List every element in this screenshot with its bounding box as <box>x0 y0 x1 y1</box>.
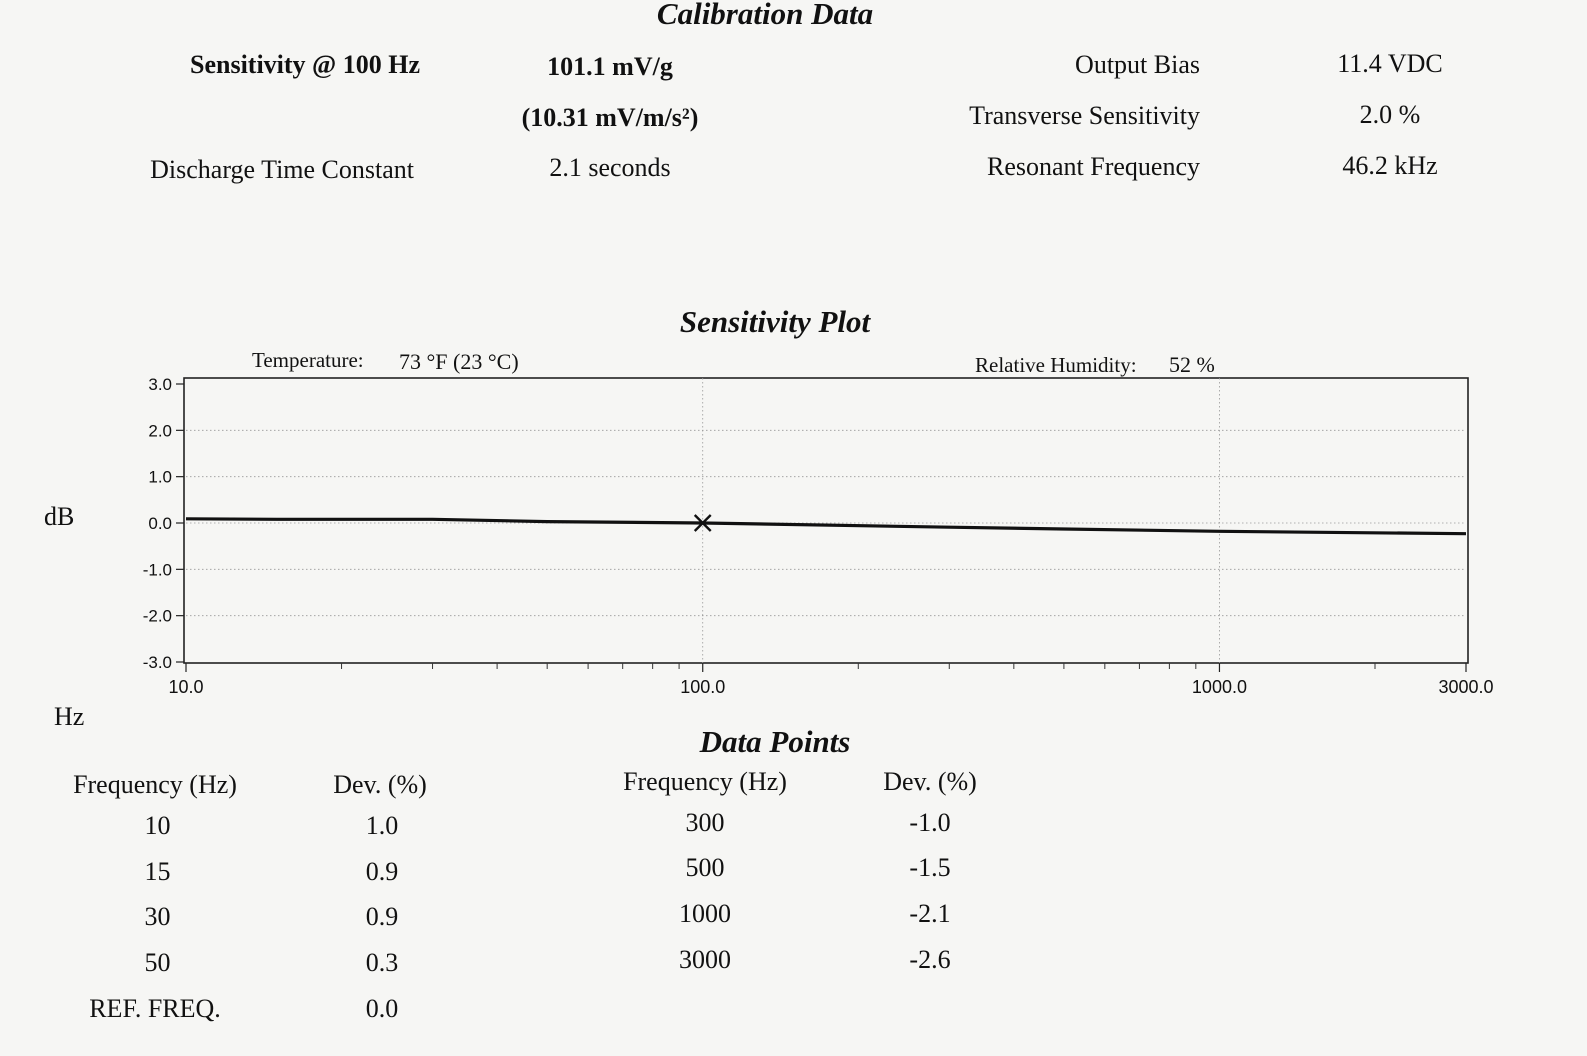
temperature-value: 73 °F (23 °C) <box>399 349 519 374</box>
table-row-deviation: -1.0 <box>909 808 951 837</box>
grid-layer <box>186 378 1466 663</box>
resonant-frequency-value: 46.2 kHz <box>1342 151 1438 180</box>
humidity-value: 52 % <box>1169 352 1215 377</box>
y-tick-label: 0.0 <box>148 514 172 533</box>
discharge-time-value: 2.1 seconds <box>549 153 671 182</box>
discharge-time-label: Discharge Time Constant <box>150 155 414 184</box>
sensitivity-line <box>185 517 1467 536</box>
header-dev-right: Dev. (%) <box>883 767 977 796</box>
series-layer <box>185 514 1467 536</box>
ref-freq-label: REF. FREQ. <box>89 994 221 1023</box>
table-row-frequency: 50 <box>144 948 171 977</box>
y-tick-label: -3.0 <box>143 653 172 672</box>
sensitivity-value: 101.1 mV/g <box>547 52 673 81</box>
table-row-frequency: 30 <box>144 902 171 931</box>
table-row-deviation: 0.9 <box>365 857 399 886</box>
header-frequency-left: Frequency (Hz) <box>73 770 237 799</box>
plot-frame <box>183 377 1469 664</box>
output-bias-label: Output Bias <box>1075 50 1200 79</box>
table-row-deviation: 1.0 <box>365 811 399 840</box>
x-axis-label: Hz <box>54 702 85 731</box>
y-tick-label: 2.0 <box>148 421 172 440</box>
data-points-title: Data Points <box>699 724 851 759</box>
humidity-label: Relative Humidity: <box>975 353 1137 377</box>
header-frequency-right: Frequency (Hz) <box>623 767 787 796</box>
table-row-deviation: -1.5 <box>909 853 951 882</box>
x-tick-label: 10.0 <box>168 677 203 697</box>
x-tick-label: 100.0 <box>680 677 725 697</box>
table-row-deviation: -2.1 <box>909 899 951 928</box>
x-tick-label: 1000.0 <box>1192 677 1247 697</box>
sensitivity-si-value: (10.31 mV/m/s²) <box>521 103 699 132</box>
table-row-deviation: 0.9 <box>365 902 399 931</box>
table-row-deviation: 0.0 <box>365 994 399 1023</box>
table-row-frequency: 10 <box>144 811 171 840</box>
reference-marker <box>693 514 712 532</box>
table-row-frequency: 1000 <box>679 899 731 928</box>
x-tick-label: 3000.0 <box>1438 677 1493 697</box>
output-bias-value: 11.4 VDC <box>1337 49 1443 78</box>
axis-layer: 3.0 2.0 1.0 0.0 -1.0 -2.0 -3.0 10.0 100.0 1000.0 3… <box>143 375 1494 697</box>
table-row-frequency: 500 <box>685 853 725 882</box>
table-row-frequency: 15 <box>144 857 171 886</box>
y-tick-label: -1.0 <box>143 560 172 579</box>
y-tick-label: 3.0 <box>148 375 172 394</box>
header-dev-left: Dev. (%) <box>333 770 427 799</box>
table-row-frequency: 300 <box>685 808 725 837</box>
reference-marker-stroke <box>693 514 712 532</box>
y-axis-label: dB <box>44 502 75 531</box>
table-row-frequency: 3000 <box>679 945 731 974</box>
calibration-title: Calibration Data <box>656 0 874 31</box>
sensitivity-label: Sensitivity @ 100 Hz <box>189 50 420 79</box>
temperature-label: Temperature: <box>252 348 364 372</box>
resonant-frequency-label: Resonant Frequency <box>986 152 1200 181</box>
y-tick-label: -2.0 <box>143 607 172 626</box>
table-row-deviation: 0.3 <box>365 948 399 977</box>
y-tick-label: 1.0 <box>148 468 172 487</box>
transverse-sensitivity-value: 2.0 % <box>1359 100 1421 129</box>
table-row-deviation: -2.6 <box>909 945 951 974</box>
sensitivity-chart: 3.0 2.0 1.0 0.0 -1.0 -2.0 -3.0 10.0 100.0 1000.0 3… <box>143 375 1494 697</box>
transverse-sensitivity-label: Transverse Sensitivity <box>969 101 1200 130</box>
plot-title: Sensitivity Plot <box>679 304 871 339</box>
